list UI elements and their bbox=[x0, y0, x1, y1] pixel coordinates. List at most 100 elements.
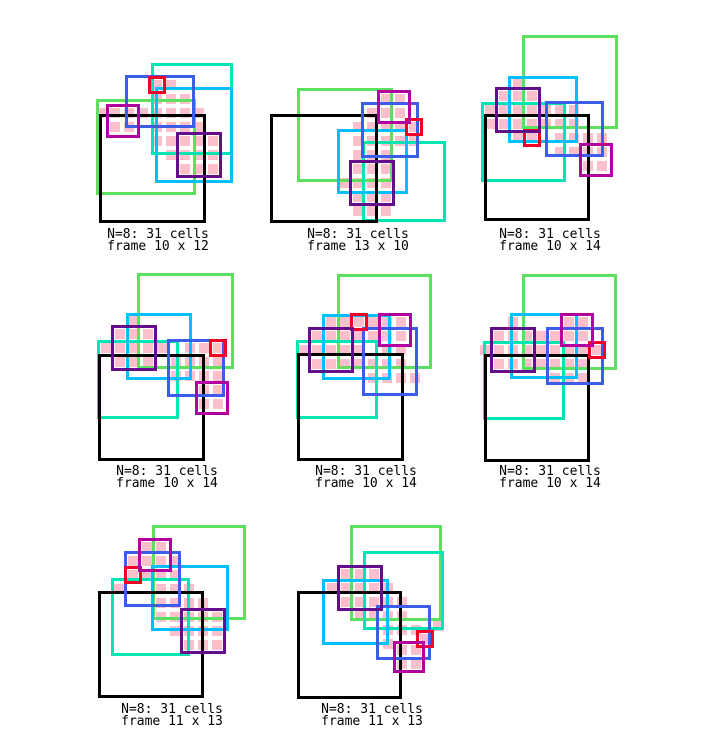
cell bbox=[550, 331, 560, 341]
purple-rectangle bbox=[176, 132, 222, 178]
black-rectangle bbox=[297, 353, 404, 461]
purple-rectangle bbox=[180, 608, 226, 654]
cell bbox=[513, 119, 523, 129]
cell bbox=[578, 359, 588, 369]
cell bbox=[213, 357, 223, 367]
purple-rectangle bbox=[495, 87, 541, 133]
cell bbox=[355, 597, 365, 607]
red-rectangle bbox=[209, 339, 227, 357]
cell bbox=[142, 570, 152, 580]
cell bbox=[381, 206, 391, 216]
cell bbox=[355, 583, 365, 593]
cell bbox=[367, 178, 377, 188]
cell bbox=[194, 136, 204, 146]
red-rectangle bbox=[148, 76, 166, 94]
panel-7-caption-line1: N=8: 31 cells bbox=[121, 702, 223, 717]
cell bbox=[381, 164, 391, 174]
cell bbox=[382, 359, 392, 369]
cell bbox=[180, 136, 190, 146]
cell bbox=[353, 178, 363, 188]
cell bbox=[166, 136, 176, 146]
cell bbox=[382, 317, 392, 327]
cell bbox=[569, 147, 579, 157]
cell bbox=[312, 345, 322, 355]
purple-rectangle bbox=[111, 325, 157, 371]
cell bbox=[381, 108, 391, 118]
panel-2-caption-line1: N=8: 31 cells bbox=[307, 227, 409, 242]
cell bbox=[170, 584, 180, 594]
cell bbox=[369, 611, 379, 621]
panel-7-caption-line2: frame 11 x 13 bbox=[121, 714, 223, 729]
red-rectangle bbox=[350, 313, 368, 331]
cell bbox=[212, 640, 222, 650]
cell bbox=[513, 133, 523, 143]
cell bbox=[101, 343, 111, 353]
cell bbox=[213, 399, 223, 409]
cell bbox=[536, 345, 546, 355]
purple-rectangle bbox=[490, 327, 536, 373]
cell bbox=[340, 317, 350, 327]
cell bbox=[327, 583, 337, 593]
cell bbox=[339, 178, 349, 188]
black-rectangle bbox=[98, 354, 205, 461]
cell bbox=[555, 119, 565, 129]
panel-1-caption-line2: frame 10 x 12 bbox=[107, 239, 209, 254]
cell bbox=[341, 569, 351, 579]
green-rectangle bbox=[522, 35, 618, 129]
cell bbox=[499, 91, 509, 101]
cell bbox=[555, 133, 565, 143]
cell bbox=[569, 105, 579, 115]
panel-8-caption-line2: frame 11 x 13 bbox=[321, 714, 423, 729]
cell bbox=[353, 206, 363, 216]
panel-3-caption-line1: N=8: 31 cells bbox=[499, 227, 601, 242]
green-rectangle bbox=[522, 274, 617, 370]
magenta-rectangle bbox=[579, 143, 613, 177]
magenta-rectangle bbox=[138, 538, 172, 572]
cell bbox=[129, 329, 139, 339]
purple-rectangle bbox=[337, 565, 383, 611]
magenta-rectangle bbox=[377, 90, 411, 124]
cell bbox=[494, 345, 504, 355]
purple-rectangle bbox=[308, 327, 354, 373]
cell bbox=[569, 133, 579, 143]
cell bbox=[326, 317, 336, 327]
cell bbox=[494, 331, 504, 341]
black-rectangle bbox=[297, 591, 402, 699]
cell bbox=[536, 359, 546, 369]
cell bbox=[354, 359, 364, 369]
spring-rectangle bbox=[111, 578, 190, 656]
cell bbox=[396, 331, 406, 341]
cell bbox=[326, 345, 336, 355]
cell bbox=[395, 108, 405, 118]
cell bbox=[555, 105, 565, 115]
magenta-rectangle bbox=[106, 104, 140, 138]
black-rectangle bbox=[98, 591, 204, 698]
cell bbox=[208, 164, 218, 174]
cell bbox=[170, 570, 180, 580]
cell bbox=[367, 108, 377, 118]
cell bbox=[368, 317, 378, 327]
cell bbox=[522, 345, 532, 355]
black-rectangle bbox=[270, 114, 378, 223]
cell bbox=[143, 343, 153, 353]
panel-2 bbox=[270, 88, 446, 223]
cell bbox=[142, 542, 152, 552]
cell bbox=[367, 122, 377, 132]
cell bbox=[411, 645, 421, 655]
panel-6-caption-line1: N=8: 31 cells bbox=[499, 464, 601, 479]
cell bbox=[170, 556, 180, 566]
panel-4-caption-line1: N=8: 31 cells bbox=[116, 464, 218, 479]
panel-6-caption-line2: frame 10 x 14 bbox=[499, 476, 601, 491]
cell bbox=[142, 556, 152, 566]
cell bbox=[395, 94, 405, 104]
cell bbox=[199, 343, 209, 353]
panel-8-caption-line1: N=8: 31 cells bbox=[321, 702, 423, 717]
cell bbox=[341, 583, 351, 593]
cell bbox=[513, 77, 523, 87]
cell bbox=[381, 94, 391, 104]
cell bbox=[382, 345, 392, 355]
cell bbox=[170, 598, 180, 608]
cell bbox=[382, 331, 392, 341]
cell bbox=[368, 359, 378, 369]
cell bbox=[564, 331, 574, 341]
